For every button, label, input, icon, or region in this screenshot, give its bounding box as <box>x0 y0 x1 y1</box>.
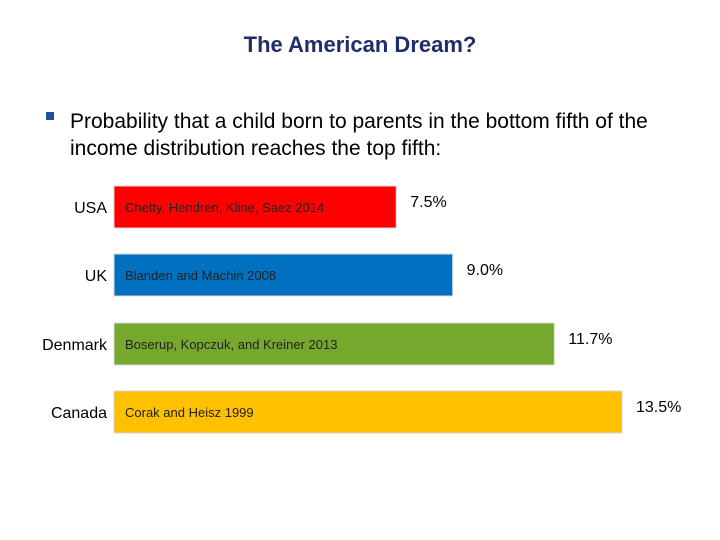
bar-uk <box>113 253 454 297</box>
bar-usa <box>113 185 397 229</box>
category-label-canada: Canada <box>51 405 107 422</box>
bullet-text: Probability that a child born to parents… <box>70 110 648 160</box>
value-label-usa: 7.5% <box>410 194 446 211</box>
page-title: The American Dream? <box>243 32 477 57</box>
source-label-usa: Chetty, Hendren, Kline, Saez 2014 <box>125 200 324 215</box>
value-label-uk: 9.0% <box>467 262 503 279</box>
category-label-denmark: Denmark <box>42 337 108 354</box>
source-label-canada: Corak and Heisz 1999 <box>125 405 254 420</box>
bullet-point: Probability that a child born to parents… <box>46 108 686 162</box>
value-label-canada: 13.5% <box>636 399 681 416</box>
source-label-denmark: Boserup, Kopczuk, and Kreiner 2013 <box>125 337 337 352</box>
square-bullet-icon <box>46 112 54 120</box>
value-label-denmark: 11.7% <box>568 331 612 348</box>
bar-canada <box>113 390 623 434</box>
source-label-uk: Blanden and Machin 2008 <box>125 268 276 283</box>
category-label-uk: UK <box>85 268 108 285</box>
bar-denmark <box>113 322 555 366</box>
category-label-usa: USA <box>74 200 107 217</box>
